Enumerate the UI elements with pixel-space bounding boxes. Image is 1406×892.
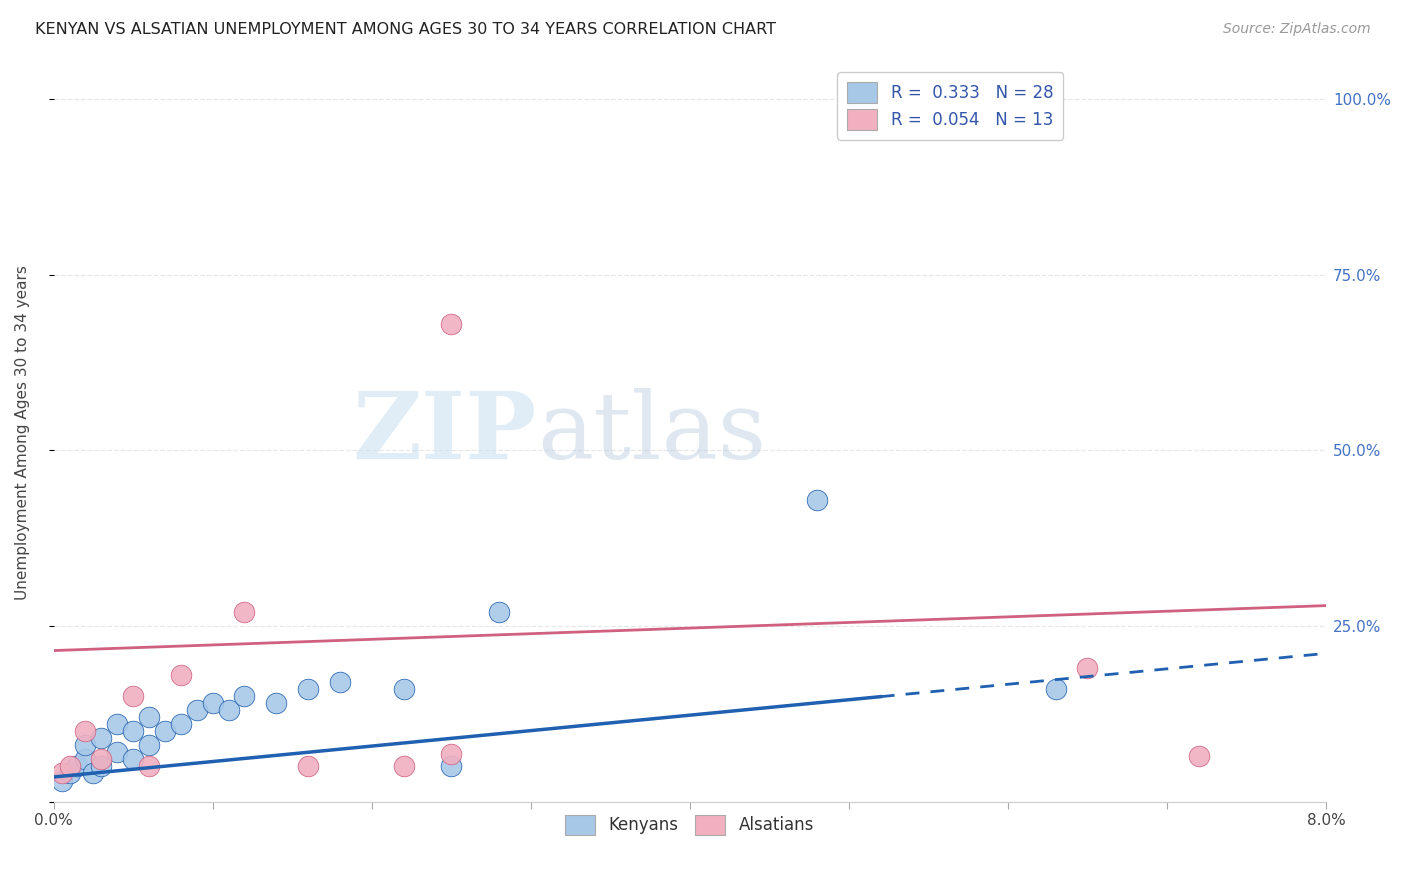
- Point: [392, 759, 415, 773]
- Point: [233, 605, 256, 619]
- Point: [90, 731, 112, 746]
- Point: [122, 752, 145, 766]
- Point: [58, 759, 80, 773]
- Point: [75, 752, 97, 766]
- Point: [186, 703, 208, 717]
- Point: [806, 492, 828, 507]
- Point: [329, 675, 352, 690]
- Point: [440, 759, 463, 773]
- Point: [218, 703, 240, 717]
- Legend: Kenyans, Alsatians: Kenyans, Alsatians: [555, 805, 824, 845]
- Point: [201, 696, 224, 710]
- Text: KENYAN VS ALSATIAN UNEMPLOYMENT AMONG AGES 30 TO 34 YEARS CORRELATION CHART: KENYAN VS ALSATIAN UNEMPLOYMENT AMONG AG…: [35, 22, 776, 37]
- Point: [138, 759, 160, 773]
- Point: [1076, 661, 1098, 675]
- Point: [170, 717, 193, 731]
- Text: atlas: atlas: [537, 388, 766, 478]
- Text: Source: ZipAtlas.com: Source: ZipAtlas.com: [1223, 22, 1371, 37]
- Point: [90, 752, 112, 766]
- Point: [297, 682, 319, 697]
- Point: [440, 747, 463, 761]
- Point: [1045, 682, 1067, 697]
- Point: [51, 766, 73, 780]
- Point: [122, 690, 145, 704]
- Point: [153, 724, 176, 739]
- Point: [105, 746, 128, 760]
- Point: [138, 710, 160, 724]
- Point: [297, 759, 319, 773]
- Point: [266, 696, 288, 710]
- Point: [82, 766, 104, 780]
- Point: [51, 773, 73, 788]
- Point: [170, 668, 193, 682]
- Text: ZIP: ZIP: [353, 388, 537, 478]
- Point: [440, 317, 463, 331]
- Point: [75, 739, 97, 753]
- Point: [58, 766, 80, 780]
- Point: [138, 739, 160, 753]
- Point: [488, 605, 510, 619]
- Point: [66, 759, 89, 773]
- Point: [233, 690, 256, 704]
- Point: [122, 724, 145, 739]
- Point: [75, 724, 97, 739]
- Point: [105, 717, 128, 731]
- Point: [90, 759, 112, 773]
- Y-axis label: Unemployment Among Ages 30 to 34 years: Unemployment Among Ages 30 to 34 years: [15, 266, 30, 600]
- Point: [392, 682, 415, 697]
- Point: [1188, 748, 1211, 763]
